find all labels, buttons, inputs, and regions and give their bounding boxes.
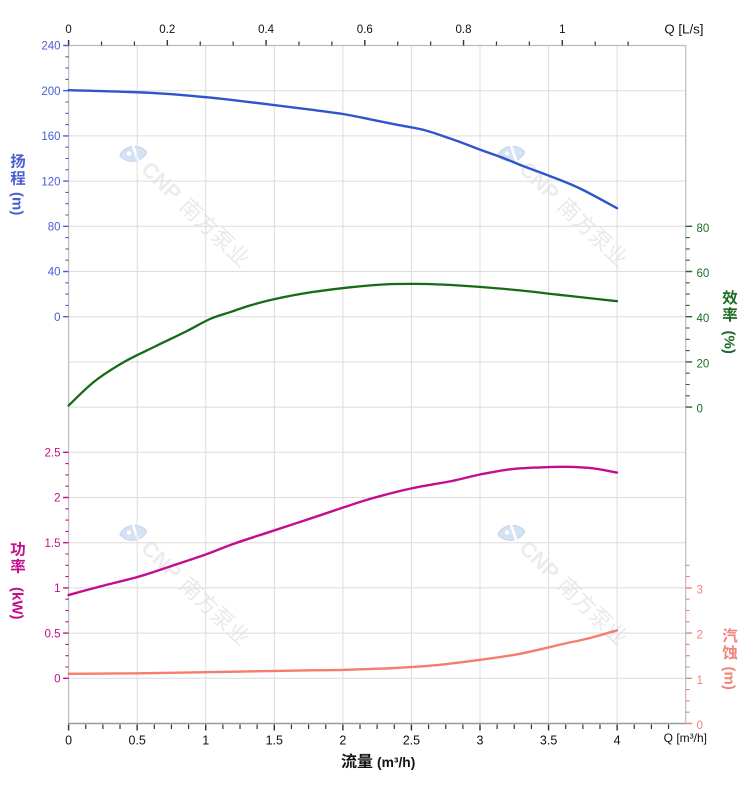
svg-text:0.5: 0.5 bbox=[45, 628, 61, 640]
svg-text:80: 80 bbox=[48, 222, 61, 234]
svg-text:0: 0 bbox=[54, 312, 60, 324]
svg-text:Q [m³/h]: Q [m³/h] bbox=[664, 731, 707, 745]
svg-text:1: 1 bbox=[697, 675, 703, 687]
svg-text:2: 2 bbox=[339, 734, 346, 748]
svg-text:3.5: 3.5 bbox=[540, 734, 557, 748]
svg-text:200: 200 bbox=[41, 86, 60, 98]
svg-text:Q [L/s]: Q [L/s] bbox=[664, 22, 703, 37]
svg-text:2.5: 2.5 bbox=[403, 734, 420, 748]
svg-text:2.5: 2.5 bbox=[45, 448, 61, 460]
svg-text:20: 20 bbox=[697, 358, 710, 370]
svg-text:0: 0 bbox=[54, 674, 60, 686]
svg-text:(%): (%) bbox=[721, 331, 738, 354]
svg-text:40: 40 bbox=[697, 313, 710, 325]
svg-text:1.5: 1.5 bbox=[45, 538, 61, 550]
svg-text:120: 120 bbox=[41, 176, 60, 188]
svg-text:1: 1 bbox=[54, 583, 60, 595]
svg-text:0.8: 0.8 bbox=[456, 24, 472, 36]
svg-text:(m³/h): (m³/h) bbox=[377, 755, 415, 770]
svg-text:0.5: 0.5 bbox=[129, 734, 146, 748]
svg-text:240: 240 bbox=[41, 41, 60, 53]
svg-text:160: 160 bbox=[41, 131, 60, 143]
svg-text:2: 2 bbox=[697, 630, 703, 642]
svg-text:(kW): (kW) bbox=[9, 587, 26, 620]
svg-text:0: 0 bbox=[697, 720, 703, 732]
svg-text:2: 2 bbox=[54, 493, 60, 505]
svg-text:1: 1 bbox=[202, 734, 209, 748]
svg-text:0.2: 0.2 bbox=[159, 24, 175, 36]
svg-text:60: 60 bbox=[697, 268, 710, 280]
svg-text:0: 0 bbox=[697, 404, 703, 416]
svg-text:4: 4 bbox=[614, 734, 621, 748]
svg-text:3: 3 bbox=[697, 584, 703, 596]
svg-text:0.4: 0.4 bbox=[258, 24, 275, 36]
svg-text:1.5: 1.5 bbox=[266, 734, 283, 748]
svg-text:1: 1 bbox=[559, 24, 565, 36]
svg-text:(m): (m) bbox=[721, 667, 738, 690]
svg-text:0: 0 bbox=[65, 24, 71, 36]
svg-text:40: 40 bbox=[48, 267, 61, 279]
svg-text:(m): (m) bbox=[9, 192, 26, 215]
svg-text:80: 80 bbox=[697, 223, 710, 235]
svg-text:0: 0 bbox=[65, 734, 72, 748]
svg-text:0.6: 0.6 bbox=[357, 24, 373, 36]
svg-text:3: 3 bbox=[477, 734, 484, 748]
